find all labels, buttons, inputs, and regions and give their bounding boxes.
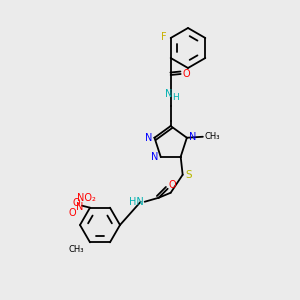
Text: CH₃: CH₃ <box>68 245 84 254</box>
Text: F: F <box>161 32 167 42</box>
Text: O: O <box>169 180 176 190</box>
Text: HN: HN <box>129 197 144 207</box>
Text: N: N <box>189 132 197 142</box>
Text: CH₃: CH₃ <box>204 132 220 141</box>
Text: N: N <box>151 152 158 162</box>
Text: N: N <box>145 133 152 143</box>
Text: O: O <box>68 208 76 218</box>
Text: O: O <box>72 198 80 208</box>
Text: N: N <box>165 89 172 99</box>
Text: O: O <box>183 69 190 79</box>
Text: S: S <box>185 170 192 180</box>
Text: H: H <box>172 92 179 101</box>
Text: N: N <box>76 202 84 212</box>
Text: NO₂: NO₂ <box>76 193 95 203</box>
